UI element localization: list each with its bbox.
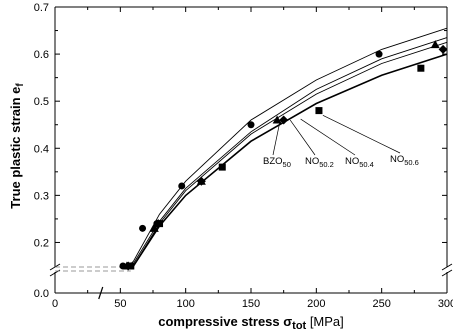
- data-point: [196, 176, 206, 185]
- data-point: [315, 107, 323, 115]
- x-tick-label: 300: [438, 298, 453, 310]
- x-tick-label: 0: [52, 298, 58, 310]
- fit-curve: [126, 53, 448, 268]
- data-point: [139, 224, 147, 232]
- y-axis-break-mark-right: [441, 263, 453, 271]
- curve-label: NO50.4: [345, 156, 374, 169]
- curve-label: NO50.6: [390, 154, 419, 167]
- data-point: [417, 64, 425, 72]
- fit-curve: [126, 27, 448, 268]
- x-axis-break-mark: [98, 286, 104, 300]
- data-point: [149, 223, 159, 232]
- y-tick-label: 0.2: [34, 237, 49, 249]
- data-point: [279, 115, 289, 125]
- x-tick-label: 100: [176, 298, 194, 310]
- data-point: [430, 40, 440, 49]
- data-point: [272, 115, 282, 124]
- data-point: [153, 219, 163, 229]
- y-tick-label: 0.4: [34, 143, 49, 155]
- y-tick-label: 0.5: [34, 96, 49, 108]
- annotation-leader-line: [289, 119, 316, 156]
- y-tick-label: 0.0: [34, 288, 49, 300]
- fit-curve: [126, 37, 448, 268]
- data-point: [178, 182, 186, 190]
- annotation-leader-line: [272, 122, 281, 156]
- x-axis-title: compressive stress σtot [MPa]: [158, 314, 344, 332]
- x-tick-label: 50: [114, 298, 126, 310]
- x-tick-label: 250: [372, 298, 390, 310]
- data-point: [247, 121, 255, 129]
- x-tick-label: 200: [307, 298, 325, 310]
- y-tick-label: 0.7: [34, 2, 49, 14]
- annotation-leader-line: [300, 118, 356, 156]
- annotation-leader-line: [322, 114, 401, 154]
- y-axis-break-mark-right: [441, 269, 453, 277]
- data-point: [122, 261, 132, 270]
- y-axis-title: True plastic strain ef: [8, 83, 26, 209]
- data-point: [375, 50, 383, 58]
- curve-label: BZO50: [263, 156, 291, 169]
- curve-label: NO50.2: [305, 156, 334, 169]
- data-point: [218, 163, 226, 171]
- data-point: [438, 44, 448, 54]
- y-tick-label: 0.6: [34, 49, 49, 61]
- y-tick-label: 0.3: [34, 190, 49, 202]
- x-tick-label: 150: [242, 298, 260, 310]
